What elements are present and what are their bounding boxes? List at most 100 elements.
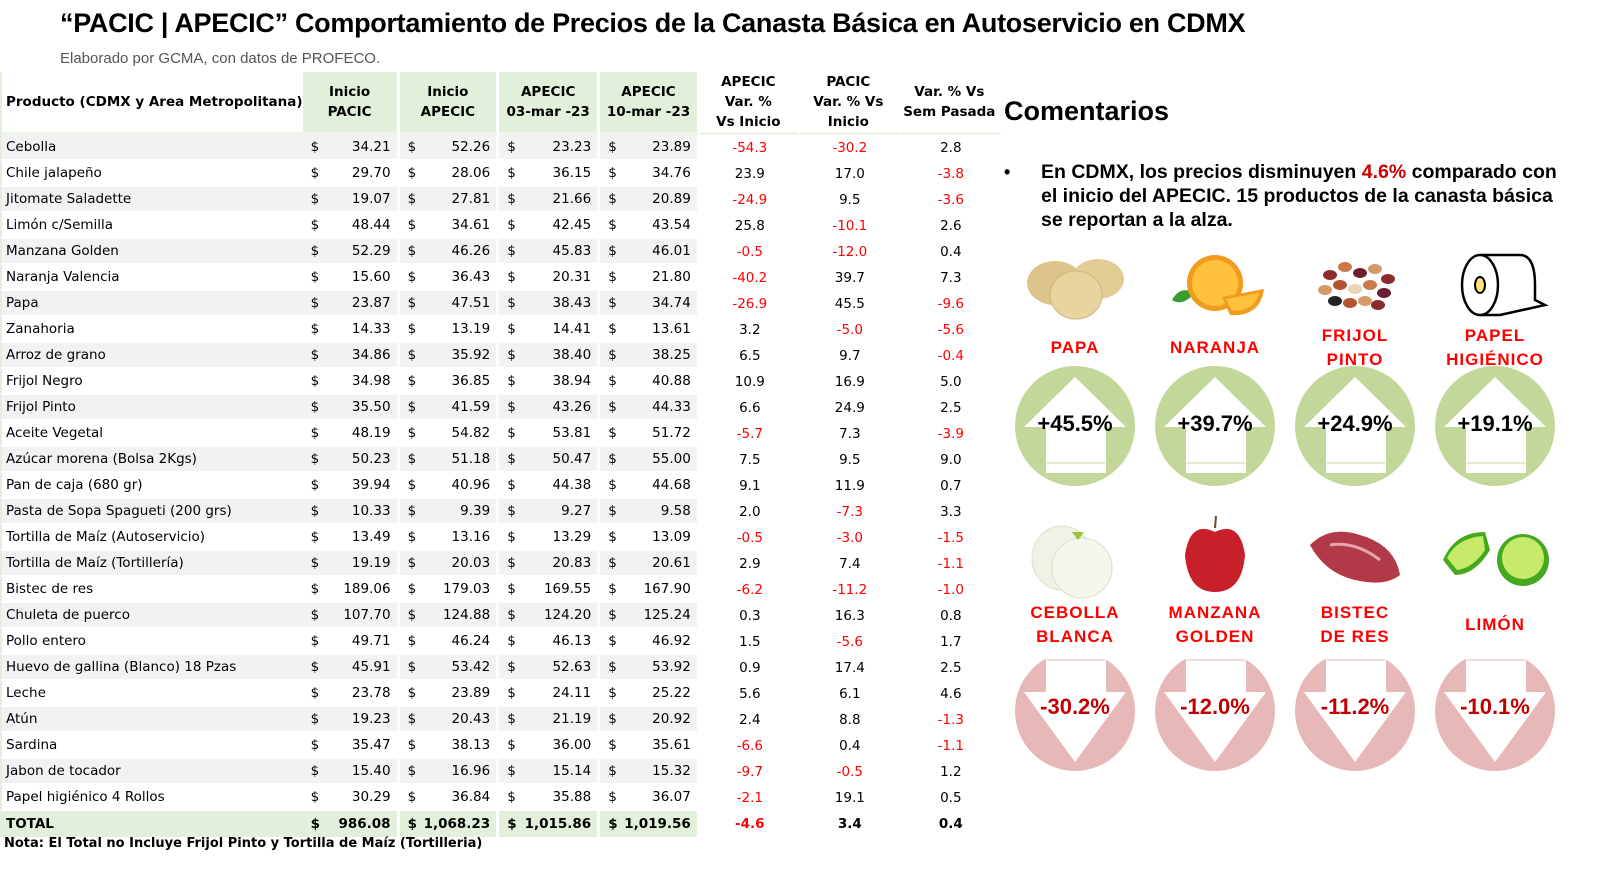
currency-symbol: $ [499, 343, 524, 369]
price-p2: 36.85 [423, 369, 500, 395]
price-p3: 38.40 [523, 343, 601, 369]
price-p4: 53.92 [624, 655, 700, 681]
product-name: Chuleta de puerco [0, 603, 303, 629]
table-row: Jabon de tocador $15.40 $16.96 $15.14 $15.32… [0, 759, 1002, 785]
onion-icon [1005, 510, 1145, 600]
price-p2: 53.42 [423, 655, 500, 681]
currency-symbol: $ [600, 759, 625, 785]
price-p2: 13.16 [423, 525, 500, 551]
arrow-down-icon: -11.2% [1294, 650, 1416, 772]
currency-symbol: $ [600, 785, 625, 811]
price-p3: 35.88 [523, 785, 601, 811]
variation-v3: 0.7 [940, 478, 962, 494]
price-p1: 107.70 [326, 603, 400, 629]
currency-symbol: $ [600, 187, 625, 213]
currency-symbol: $ [302, 733, 327, 759]
variation-v2: 39.7 [834, 270, 865, 286]
currency-symbol: $ [600, 707, 625, 733]
currency-symbol: $ [302, 629, 327, 655]
product-label-line: BISTEC [1320, 603, 1390, 622]
variation-v1: -9.7 [736, 764, 763, 780]
header-pacic-var: PACIC Var. % Vs Inicio [799, 72, 900, 135]
currency-symbol: $ [399, 629, 424, 655]
currency-symbol: $ [499, 187, 524, 213]
price-p2: 20.43 [423, 707, 500, 733]
price-p4: 20.89 [624, 187, 700, 213]
variation-v2: 0.4 [839, 738, 861, 754]
lime-icon [1425, 510, 1565, 600]
table-row: Tortilla de Maíz (Autoservicio) $13.49 $13… [0, 525, 1002, 551]
variation-v3: -1.0 [937, 582, 964, 598]
price-p4: 36.07 [624, 785, 700, 811]
variation-v3: 0.5 [940, 790, 962, 806]
table-row: Huevo de gallina (Blanco) 18 Pzas $45.91 $… [0, 655, 1002, 681]
bullet-icon: • [1004, 162, 1011, 182]
price-p2: 40.96 [423, 473, 500, 499]
table-row: Sardina $35.47 $38.13 $36.00 $35.61 -6.6 0.4 -1… [0, 733, 1002, 759]
product-label-line: DE RES [1320, 627, 1390, 646]
product-name: Chile jalapeño [0, 161, 303, 187]
price-p3: 15.14 [523, 759, 601, 785]
price-p3: 23.23 [523, 135, 601, 161]
price-p1: 34.98 [326, 369, 400, 395]
price-p4: 13.61 [624, 317, 700, 343]
currency-symbol: $ [399, 733, 424, 759]
arrow-up-icon: +24.9% [1294, 365, 1416, 487]
currency-symbol: $ [399, 785, 424, 811]
decrease-card-manzana-golden: MANZANA GOLDEN -12.0% [1145, 510, 1285, 772]
currency-symbol: $ [302, 369, 327, 395]
variation-v3: 3.3 [940, 504, 962, 520]
currency-symbol: $ [399, 811, 424, 837]
price-p3: 36.15 [523, 161, 601, 187]
product-name: Jitomate Saladette [0, 187, 303, 213]
currency-symbol: $ [499, 473, 524, 499]
product-name: Azúcar morena (Bolsa 2Kgs) [0, 447, 303, 473]
variation-v1: 1.5 [739, 634, 761, 650]
price-p4: 44.68 [624, 473, 700, 499]
table-row: Leche $23.78 $23.89 $24.11 $25.22 5.6 6.1 4.6 [0, 681, 1002, 707]
price-p2: 1,068.23 [423, 811, 500, 837]
currency-symbol: $ [600, 499, 625, 525]
currency-symbol: $ [302, 525, 327, 551]
currency-symbol: $ [499, 421, 524, 447]
price-p1: 10.33 [326, 499, 400, 525]
variation-v1: 6.5 [739, 348, 761, 364]
product-name: Leche [0, 681, 303, 707]
product-name: Limón c/Semilla [0, 213, 303, 239]
price-p1: 14.33 [326, 317, 400, 343]
arrow-up-icon: +19.1% [1434, 365, 1556, 487]
variation-v3: 2.5 [940, 400, 962, 416]
table-row: Tortilla de Maíz (Tortillería) $19.19 $20.… [0, 551, 1002, 577]
variation-v2: 9.5 [839, 192, 861, 208]
currency-symbol: $ [499, 265, 524, 291]
price-p3: 42.45 [523, 213, 601, 239]
variation-v2: 24.9 [834, 400, 865, 416]
currency-symbol: $ [302, 161, 327, 187]
currency-symbol: $ [600, 655, 625, 681]
price-p2: 124.88 [423, 603, 500, 629]
currency-symbol: $ [499, 707, 524, 733]
highlight-percent: 4.6% [1361, 161, 1407, 183]
price-p3: 46.13 [523, 629, 601, 655]
currency-symbol: $ [499, 447, 524, 473]
product-name: Zanahoria [0, 317, 303, 343]
variation-v1: -24.9 [732, 192, 768, 208]
currency-symbol: $ [499, 551, 524, 577]
product-name: Frijol Pinto [0, 395, 303, 421]
price-p2: 34.61 [423, 213, 500, 239]
table-row: Naranja Valencia $15.60 $36.43 $20.31 $21.80… [0, 265, 1002, 291]
currency-symbol: $ [600, 239, 625, 265]
currency-symbol: $ [600, 525, 625, 551]
variation-v3: -0.4 [937, 348, 964, 364]
arrow-down-icon: -12.0% [1154, 650, 1276, 772]
variation-v3: 0.4 [940, 244, 962, 260]
currency-symbol: $ [600, 317, 625, 343]
price-p3: 14.41 [523, 317, 601, 343]
table-row: Limón c/Semilla $48.44 $34.61 $42.45 $43.54 2… [0, 213, 1002, 239]
decrease-card-limón: LIMÓN -10.1% [1425, 510, 1565, 772]
variation-v3: 2.6 [940, 218, 962, 234]
orange-icon [1145, 240, 1285, 330]
price-p2: 54.82 [423, 421, 500, 447]
currency-symbol: $ [302, 421, 327, 447]
currency-symbol: $ [399, 291, 424, 317]
